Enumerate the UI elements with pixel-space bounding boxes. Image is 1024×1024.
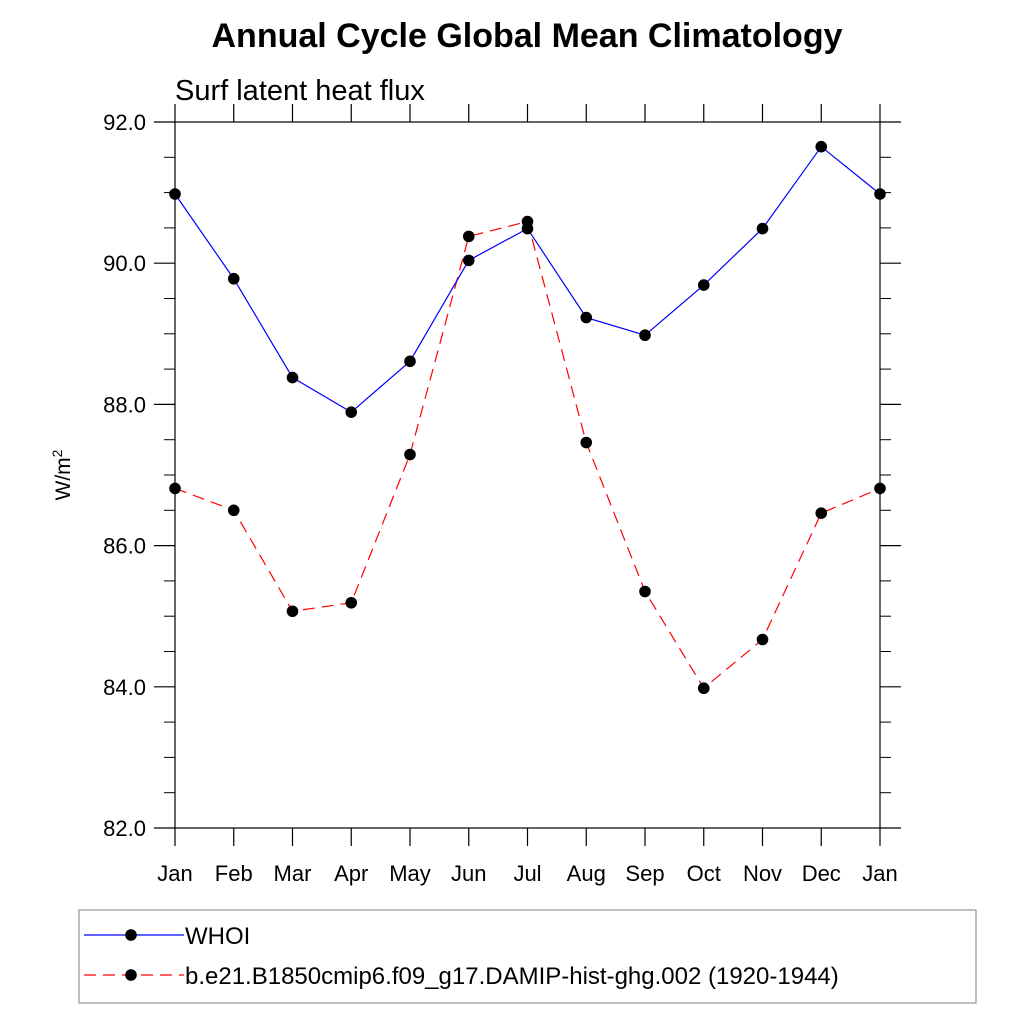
series-1-point xyxy=(580,311,593,324)
series-1-point xyxy=(169,188,181,200)
series-2-point xyxy=(345,596,358,609)
legend: WHOI b.e21.B1850cmip6.f09_g17.DAMIP-hist-… xyxy=(84,923,839,990)
series-1-point xyxy=(874,188,886,200)
x-tick-label: Jan xyxy=(157,861,192,886)
x-axis-ticks: Jan Feb Mar Apr May Jun Jul Aug Sep Oct Nov Dec Jan xyxy=(157,104,898,886)
series-2-point xyxy=(227,504,240,517)
x-tick-label: Jul xyxy=(513,861,541,886)
y-tick-label: 88.0 xyxy=(103,392,146,417)
legend-item-1: WHOI xyxy=(84,923,250,950)
legend-marker xyxy=(125,929,137,941)
y-tick-label: 90.0 xyxy=(103,251,146,276)
series-2-point xyxy=(404,448,416,461)
legend-marker xyxy=(125,969,137,981)
legend-label: b.e21.B1850cmip6.f09_g17.DAMIP-hist-ghg.… xyxy=(185,963,839,990)
series-2 xyxy=(169,215,886,695)
x-tick-label: Nov xyxy=(743,861,782,886)
series-2-line xyxy=(174,220,881,690)
series-1-point xyxy=(639,329,651,342)
series-1-point xyxy=(227,272,240,285)
series-1-point xyxy=(697,279,710,291)
x-tick-label: Oct xyxy=(687,861,721,886)
y-tick-label: 82.0 xyxy=(103,816,146,841)
y-axis-ticks: 82.0 84.0 86.0 88.0 90.0 92.0 xyxy=(103,110,901,841)
series-2-point xyxy=(462,230,475,243)
series-1-point xyxy=(756,222,769,235)
series-1-point xyxy=(521,222,534,235)
x-tick-label: Sep xyxy=(625,861,664,886)
series-2-point xyxy=(874,482,886,495)
legend-label: WHOI xyxy=(185,923,250,950)
series-1-point xyxy=(345,406,358,418)
y-tick-label: 84.0 xyxy=(103,675,146,700)
x-tick-label: Apr xyxy=(334,861,368,886)
series-1-line xyxy=(174,145,881,413)
series-2-point xyxy=(580,436,593,449)
chart-title: Annual Cycle Global Mean Climatology xyxy=(212,17,843,55)
y-tick-label: 86.0 xyxy=(103,534,146,559)
chart-subtitle: Surf latent heat flux xyxy=(175,75,425,107)
series-2-point xyxy=(169,482,181,495)
legend-item-2: b.e21.B1850cmip6.f09_g17.DAMIP-hist-ghg.… xyxy=(84,963,839,990)
x-tick-label: Feb xyxy=(215,861,253,886)
series-2-point xyxy=(286,605,299,618)
series-2-point xyxy=(697,682,710,695)
y-axis-label-superscript: 2 xyxy=(49,449,65,457)
x-tick-label: Mar xyxy=(274,861,312,886)
series-layer xyxy=(169,140,886,695)
series-1 xyxy=(169,140,886,418)
series-1-point xyxy=(462,254,475,267)
series-1-point xyxy=(815,140,828,153)
legend-box xyxy=(78,909,977,1004)
series-2-point xyxy=(756,633,769,646)
series-2-point xyxy=(815,507,828,519)
y-axis-label: W/m2 xyxy=(49,449,75,500)
series-2-point xyxy=(639,585,651,598)
x-tick-label: Aug xyxy=(567,861,606,886)
series-1-point xyxy=(404,355,416,368)
x-tick-label: Jun xyxy=(451,861,486,886)
y-tick-label: 92.0 xyxy=(103,110,146,135)
x-tick-label: Dec xyxy=(802,861,841,886)
x-tick-label: Jan xyxy=(862,861,897,886)
y-axis-label-text: W/m xyxy=(52,457,75,500)
series-1-point xyxy=(286,371,299,384)
x-tick-label: May xyxy=(389,861,431,886)
